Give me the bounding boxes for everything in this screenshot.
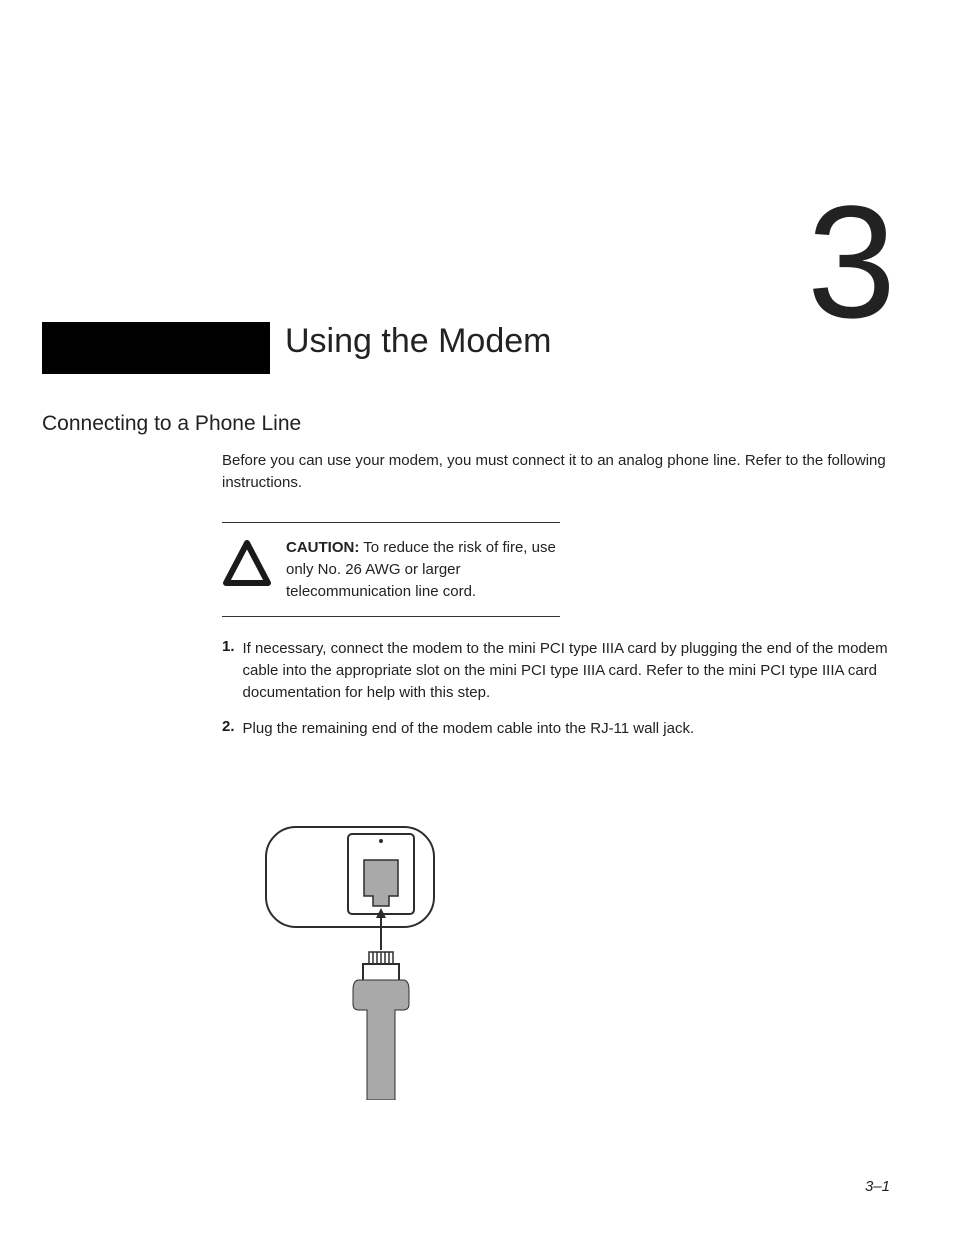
step-2: 2. Plug the remaining end of the modem c… <box>222 718 892 740</box>
chapter-bar <box>42 322 270 374</box>
page-number: 3–1 <box>865 1178 890 1195</box>
chapter-title: Using the Modem <box>285 322 551 361</box>
step-2-num: 2. <box>222 718 235 740</box>
step-1-text: If necessary, connect the modem to the m… <box>243 638 892 703</box>
section-header: Connecting to a Phone Line <box>42 412 301 436</box>
caution-label: CAUTION: <box>286 539 359 556</box>
caution-callout: CAUTION: To reduce the risk of fire, use… <box>222 522 560 617</box>
caution-text: CAUTION: To reduce the risk of fire, use… <box>286 537 560 602</box>
intro-paragraph: Before you can use your modem, you must … <box>222 450 892 494</box>
step-2-text: Plug the remaining end of the modem cabl… <box>243 718 892 740</box>
page-root: 3 Using the Modem Connecting to a Phone … <box>0 0 954 1235</box>
step-1: 1. If necessary, connect the modem to th… <box>222 638 892 703</box>
step-1-num: 1. <box>222 638 235 703</box>
rj11-illustration <box>260 822 440 1100</box>
chapter-number: 3 <box>807 170 890 354</box>
caution-triangle-icon <box>222 539 272 592</box>
